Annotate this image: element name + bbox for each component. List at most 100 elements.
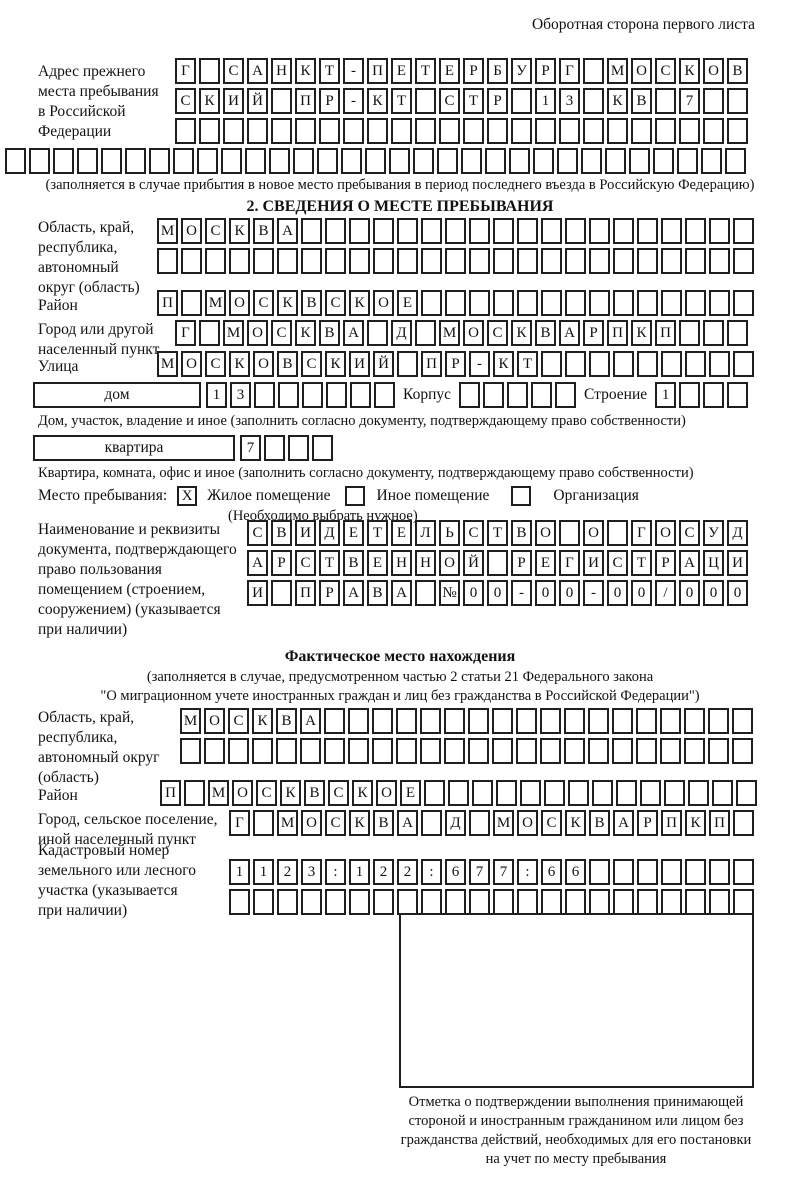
char-box[interactable] xyxy=(507,382,528,408)
char-box[interactable] xyxy=(397,889,418,915)
char-box[interactable]: А xyxy=(613,810,634,836)
char-box[interactable]: К xyxy=(493,351,514,377)
char-box[interactable]: 0 xyxy=(727,580,748,606)
char-box[interactable]: Е xyxy=(439,58,460,84)
char-box[interactable] xyxy=(253,889,274,915)
char-box[interactable]: Е xyxy=(367,550,388,576)
char-box[interactable]: О xyxy=(631,58,652,84)
char-box[interactable]: С xyxy=(679,520,700,546)
char-box[interactable] xyxy=(640,780,661,806)
char-box[interactable]: : xyxy=(517,859,538,885)
char-box[interactable]: Т xyxy=(487,520,508,546)
char-box[interactable] xyxy=(223,118,244,144)
char-box[interactable] xyxy=(396,738,417,764)
char-box[interactable] xyxy=(459,382,480,408)
char-box[interactable] xyxy=(701,148,722,174)
char-box[interactable]: А xyxy=(679,550,700,576)
char-box[interactable]: Н xyxy=(271,58,292,84)
region-row-2[interactable] xyxy=(157,248,754,274)
char-box[interactable] xyxy=(173,148,194,174)
char-box[interactable] xyxy=(29,148,50,174)
char-box[interactable]: 0 xyxy=(703,580,724,606)
char-box[interactable]: У xyxy=(511,58,532,84)
char-box[interactable] xyxy=(415,320,436,346)
char-box[interactable] xyxy=(264,435,285,461)
char-box[interactable] xyxy=(637,351,658,377)
cadastral-row-2[interactable] xyxy=(229,889,754,915)
char-box[interactable]: К xyxy=(199,88,220,114)
char-box[interactable] xyxy=(485,148,506,174)
char-box[interactable] xyxy=(421,810,442,836)
char-box[interactable] xyxy=(517,889,538,915)
char-box[interactable]: О xyxy=(376,780,397,806)
char-box[interactable]: Р xyxy=(445,351,466,377)
char-box[interactable] xyxy=(703,88,724,114)
char-box[interactable]: Б xyxy=(487,58,508,84)
char-box[interactable] xyxy=(709,218,730,244)
char-box[interactable] xyxy=(397,351,418,377)
char-box[interactable]: А xyxy=(300,708,321,734)
char-box[interactable] xyxy=(733,290,754,316)
char-box[interactable]: О xyxy=(373,290,394,316)
char-box[interactable] xyxy=(372,708,393,734)
char-box[interactable] xyxy=(565,218,586,244)
char-box[interactable]: В xyxy=(277,351,298,377)
char-box[interactable] xyxy=(77,148,98,174)
char-box[interactable]: 1 xyxy=(349,859,370,885)
char-box[interactable] xyxy=(679,118,700,144)
char-box[interactable] xyxy=(733,889,754,915)
char-box[interactable]: Н xyxy=(415,550,436,576)
char-box[interactable]: С xyxy=(325,290,346,316)
char-box[interactable]: О xyxy=(655,520,676,546)
char-box[interactable] xyxy=(727,382,749,408)
char-box[interactable]: О xyxy=(181,351,202,377)
char-box[interactable] xyxy=(325,218,346,244)
char-box[interactable]: Р xyxy=(319,88,340,114)
char-box[interactable] xyxy=(445,248,466,274)
char-box[interactable] xyxy=(589,248,610,274)
char-box[interactable] xyxy=(445,290,466,316)
char-box[interactable]: Р xyxy=(535,58,556,84)
char-box[interactable] xyxy=(463,118,484,144)
char-box[interactable] xyxy=(517,290,538,316)
char-box[interactable]: Е xyxy=(343,520,364,546)
char-box[interactable]: 1 xyxy=(253,859,274,885)
char-box[interactable]: С xyxy=(256,780,277,806)
char-box[interactable] xyxy=(349,248,370,274)
char-box[interactable] xyxy=(613,859,634,885)
char-box[interactable]: И xyxy=(295,520,316,546)
char-box[interactable]: К xyxy=(349,290,370,316)
char-box[interactable]: О xyxy=(439,550,460,576)
char-box[interactable]: И xyxy=(247,580,268,606)
char-box[interactable]: С xyxy=(487,320,508,346)
char-box[interactable] xyxy=(493,248,514,274)
char-box[interactable] xyxy=(661,290,682,316)
char-box[interactable]: С xyxy=(271,320,292,346)
char-box[interactable]: К xyxy=(565,810,586,836)
char-box[interactable] xyxy=(125,148,146,174)
char-box[interactable] xyxy=(541,248,562,274)
char-box[interactable]: 1 xyxy=(535,88,556,114)
char-box[interactable]: 3 xyxy=(559,88,580,114)
char-box[interactable] xyxy=(583,118,604,144)
char-box[interactable]: - xyxy=(343,88,364,114)
char-box[interactable] xyxy=(541,290,562,316)
char-box[interactable]: С xyxy=(228,708,249,734)
char-box[interactable] xyxy=(197,148,218,174)
char-box[interactable]: Г xyxy=(175,58,196,84)
char-box[interactable]: Г xyxy=(631,520,652,546)
char-box[interactable] xyxy=(703,382,725,408)
char-box[interactable] xyxy=(487,118,508,144)
char-box[interactable] xyxy=(565,248,586,274)
char-box[interactable] xyxy=(685,290,706,316)
char-box[interactable] xyxy=(421,218,442,244)
char-box[interactable] xyxy=(271,580,292,606)
char-box[interactable] xyxy=(420,708,441,734)
char-box[interactable]: К xyxy=(229,218,250,244)
char-box[interactable] xyxy=(509,148,530,174)
